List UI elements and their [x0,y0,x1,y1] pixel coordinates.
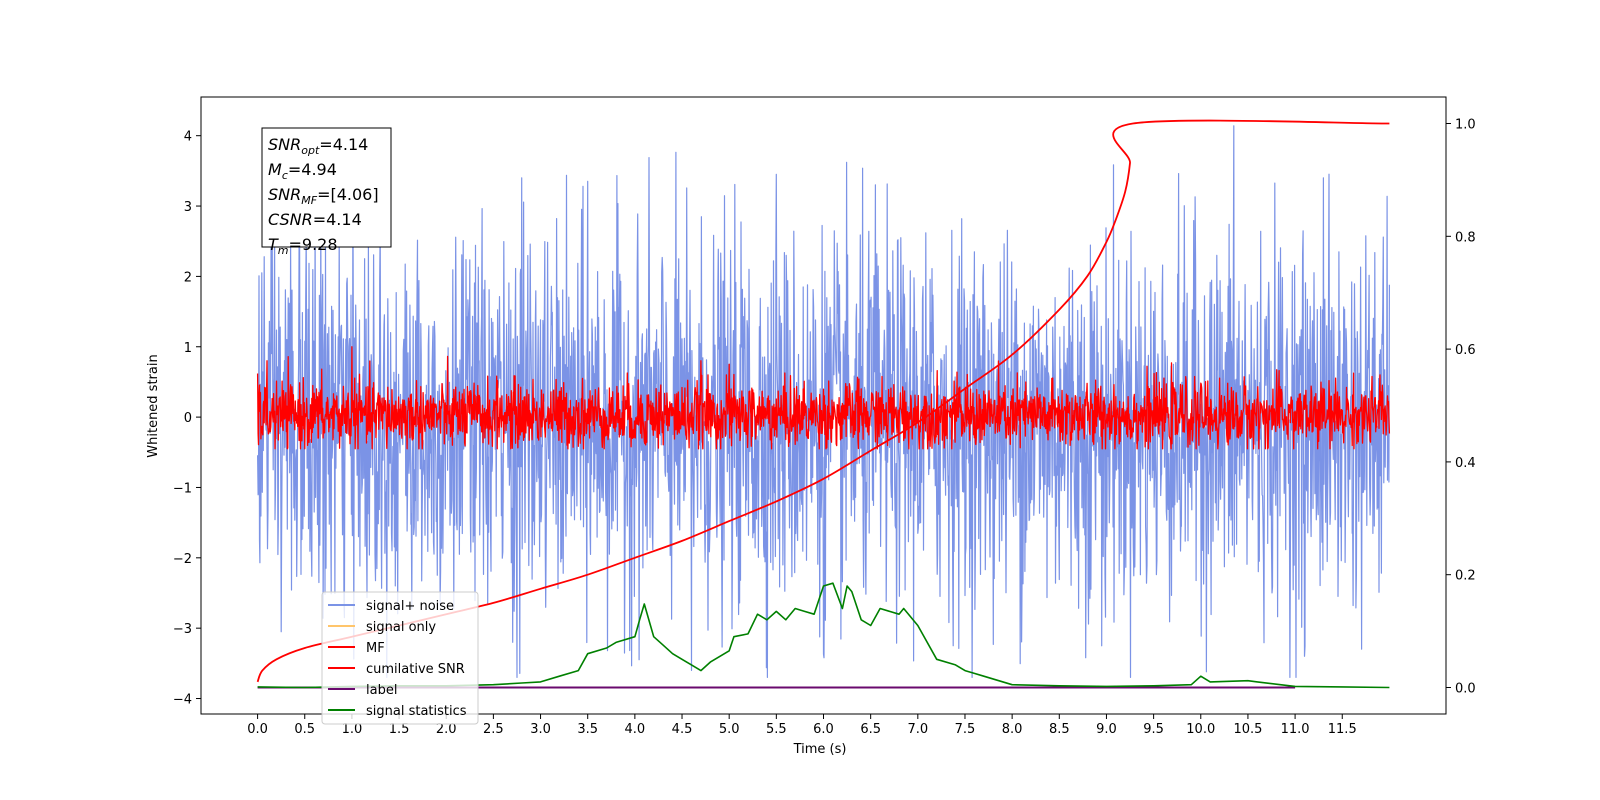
y-tick-label: −2 [173,552,192,567]
annotation-line: Tm=9.28 [268,235,338,257]
y-tick-label: 0 [184,411,192,426]
x-tick-label: 5.0 [719,722,740,737]
annotation-frame [261,127,392,248]
x-tick-label: 6.5 [860,722,881,737]
x-tick-label: 11.0 [1281,722,1310,737]
x-tick-label: 9.0 [1096,722,1117,737]
x-tick-label: 5.5 [766,722,787,737]
legend-frame [321,591,479,725]
x-tick-label: 10.5 [1233,722,1262,737]
legend-item-label: signal statistics [366,704,467,719]
x-tick-label: 2.0 [436,722,457,737]
y2-tick-label: 0.2 [1455,569,1476,584]
x-tick-label: 0.0 [247,722,268,737]
x-tick-label: 7.0 [907,722,928,737]
legend: signal+ noise signal only MF cumilative SNR… [321,591,479,725]
y-tick-label: 4 [184,130,192,145]
x-tick-label: 3.0 [530,722,551,737]
legend-item-label: MF [366,641,385,656]
y2-tick-label: 0.4 [1455,456,1476,471]
y2-tick-label: 0.8 [1455,230,1476,245]
annotation-line: SNRopt=4.14 [268,135,368,157]
y2-tick-label: 0.0 [1455,681,1476,696]
x-tick-label: 11.5 [1328,722,1357,737]
y-tick-label: 1 [184,341,192,356]
x-tick-label: 4.5 [672,722,693,737]
y-tick-label: −4 [173,693,192,708]
y-tick-label: 2 [184,270,192,285]
y2-tick-label: 1.0 [1455,118,1476,133]
series-mf-line [256,346,1391,450]
legend-item-label: signal only [366,620,436,635]
legend-item-label: label [366,683,397,698]
x-tick-label: 3.5 [577,722,598,737]
x-tick-label: 10.0 [1186,722,1215,737]
annotation-line: Mc=4.94 [268,160,337,182]
series-signal-statistics-line [257,582,1390,689]
x-axis-label: Time (s) [793,742,847,757]
legend-item-label: signal+ noise [366,599,454,614]
annotation-line: SNRMF=[4.06] [268,185,379,207]
y2-tick-label: 0.6 [1455,343,1476,358]
legend-item-label: cumilative SNR [366,662,465,677]
x-tick-label: 7.5 [955,722,976,737]
annotation-box: SNRopt=4.14 Mc=4.94 SNRMF=[4.06] CSNR=4.14 T… [261,127,392,257]
axes-layer: 0.0 0.5 1.0 1.5 2.0 2.5 3.0 3.5 4.0 4.5 5.0 5.5 6.0 6… [173,96,1476,737]
x-tick-label: 2.5 [483,722,504,737]
y-axis-label: Whitened strain [146,354,161,457]
x-tick-label: 4.0 [625,722,646,737]
x-tick-label: 1.0 [342,722,363,737]
y-tick-label: 3 [184,200,192,215]
y-tick-label: −1 [173,481,192,496]
annotation-line: CSNR=4.14 [268,210,362,229]
x-tick-label: 8.5 [1049,722,1070,737]
x-tick-label: 8.0 [1002,722,1023,737]
x-tick-label: 0.5 [294,722,315,737]
x-tick-label: 6.0 [813,722,834,737]
x-tick-label: 1.5 [389,722,410,737]
x-tick-label: 9.5 [1143,722,1164,737]
y-tick-label: −3 [173,622,192,637]
